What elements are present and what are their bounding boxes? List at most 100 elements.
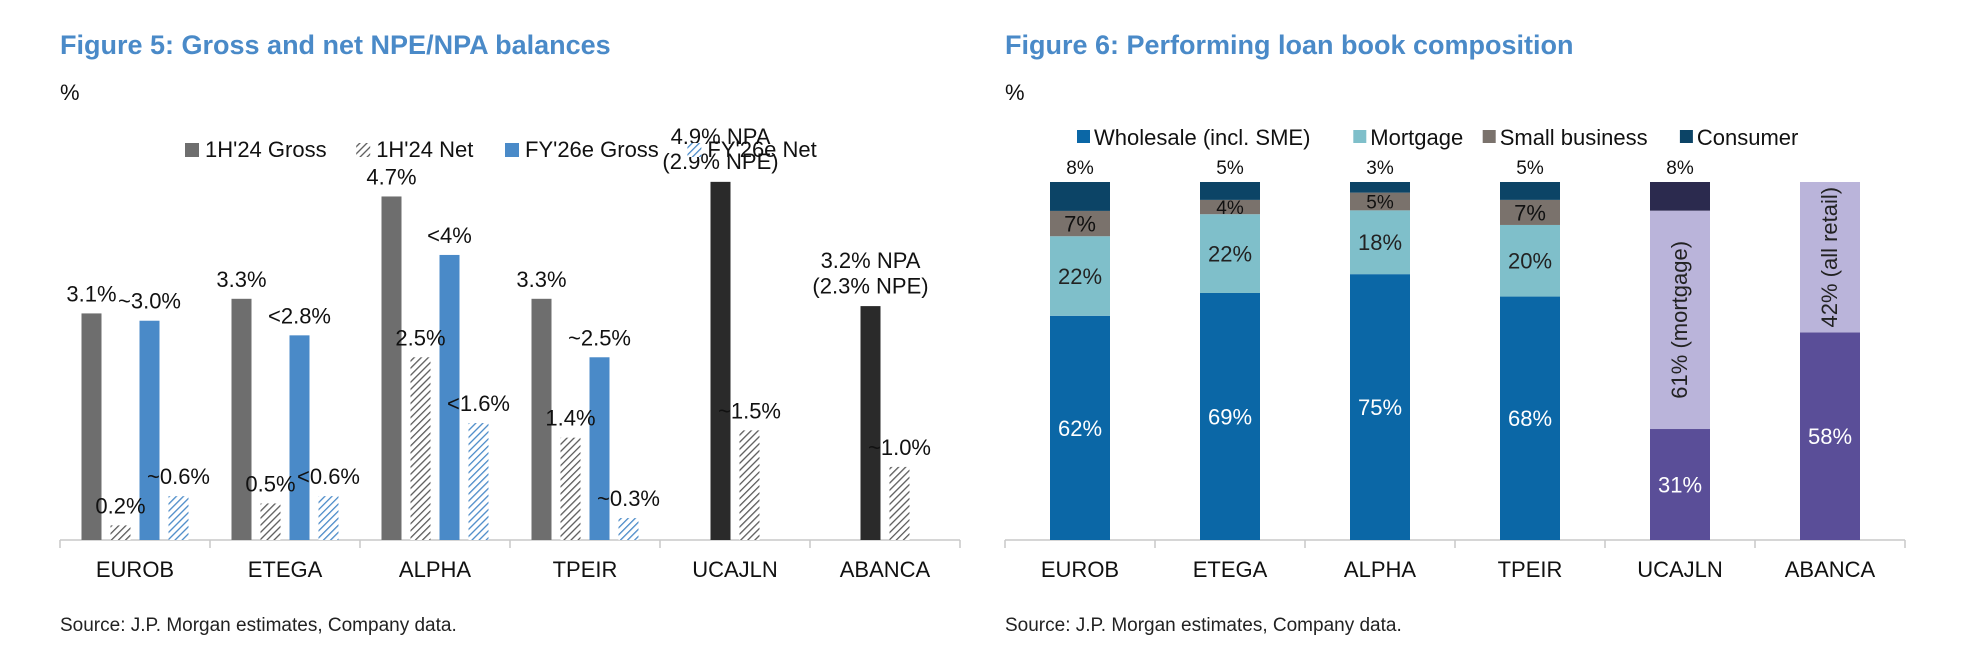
data-label-eurob-2: ~3.0%	[118, 289, 181, 314]
bar-tpeir-1h-24-gross	[531, 298, 552, 540]
figure6-title: Figure 6: Performing loan book compositi…	[1005, 30, 1574, 60]
segment-eurob-2	[1050, 210, 1110, 237]
x-tick-label-abanca: ABANCA	[840, 557, 931, 582]
segment-label-tpeir-1: 20%	[1508, 249, 1552, 274]
segment-tpeir-2	[1500, 199, 1560, 225]
segment-label-eurob-1: 22%	[1058, 264, 1102, 289]
data-label-tpeir-2: ~2.5%	[568, 325, 631, 350]
segment-label-tpeir-0: 68%	[1508, 406, 1552, 431]
data-label-tpeir-1: 1.4%	[545, 406, 595, 431]
figure5-chart: EUROB 3.1% 0.2% ~3.0% ~0.6% ETEGA 3.3% 0.5% <2.8…	[59, 124, 961, 582]
x-tick-label-tpeir: TPEIR	[553, 557, 618, 582]
segment-tpeir-1	[1500, 224, 1560, 297]
legend-label-1: 1H'24 Net	[376, 137, 473, 162]
segment-label-ucajln-0: 31%	[1658, 472, 1702, 497]
figure6-legend: Wholesale (incl. SME) Mortgage Small busin…	[1077, 125, 1798, 150]
figure6-unit: %	[1005, 80, 1025, 105]
bar-ucajln-series4	[710, 181, 731, 540]
x-tick-label-eurob: EUROB	[1041, 557, 1119, 582]
segment-label-tpeir-3: 5%	[1516, 158, 1544, 179]
segment-label-alpha-0: 75%	[1358, 395, 1402, 420]
segment-alpha-0	[1350, 274, 1410, 540]
data-label-eurob-0: 3.1%	[66, 281, 116, 306]
segment-label-ucajln-1: 61% (mortgage)	[1667, 241, 1692, 399]
legend-swatch-3	[687, 143, 702, 157]
bar-ucajln-series5	[739, 430, 760, 540]
segment-tpeir-3	[1500, 182, 1560, 200]
segment-etega-2	[1200, 199, 1260, 215]
bar-tpeir-1h-24-net	[560, 437, 581, 540]
bar-alpha-1h-24-gross	[381, 196, 402, 541]
data-label-ucajln-1: ~1.5%	[718, 398, 781, 423]
legend-swatch-2	[505, 143, 519, 157]
data-label-tpeir-0: 3.3%	[516, 267, 566, 292]
data-label-etega-0: 3.3%	[216, 267, 266, 292]
legend-label-3: FY'26e Net	[707, 137, 816, 162]
segment-abanca-0	[1800, 332, 1860, 540]
segment-alpha-2	[1350, 192, 1410, 211]
legend-label-0: Wholesale (incl. SME)	[1094, 125, 1310, 150]
segment-ucajln-1	[1650, 210, 1710, 430]
segment-label-etega-3: 5%	[1216, 158, 1244, 179]
segment-label-alpha-3: 3%	[1366, 158, 1394, 179]
x-tick-label-alpha: ALPHA	[399, 557, 471, 582]
segment-label-ucajln-2: 8%	[1666, 158, 1694, 179]
figure5-source: Source: J.P. Morgan estimates, Company d…	[60, 615, 457, 636]
segment-label-alpha-1: 18%	[1358, 230, 1402, 255]
figure5-legend: 1H'24 Gross 1H'24 Net FY'26e Gross FY'26e N…	[185, 137, 817, 162]
bar-eurob-fy-26e-gross	[139, 320, 160, 540]
data-label-alpha-1: 2.5%	[395, 325, 445, 350]
segment-ucajln-2	[1650, 182, 1710, 211]
segment-etega-0	[1200, 292, 1260, 540]
figure5-title: Figure 5: Gross and net NPE/NPA balances	[60, 30, 611, 60]
segment-alpha-1	[1350, 210, 1410, 275]
bar-alpha-fy-26e-gross	[439, 254, 460, 541]
data-label-ucajln-0: 4.9% NPA (2.9% NPE)	[662, 124, 778, 174]
segment-etega-3	[1200, 182, 1260, 200]
bar-etega-1h-24-gross	[231, 298, 252, 540]
legend-swatch-3	[1679, 130, 1693, 143]
bar-tpeir-fy-26e-net	[618, 518, 639, 540]
data-label-etega-3: <0.6%	[297, 464, 360, 489]
segment-label-etega-1: 22%	[1208, 242, 1252, 267]
segment-eurob-1	[1050, 236, 1110, 316]
segment-alpha-3	[1350, 182, 1410, 193]
bar-eurob-1h-24-net	[110, 525, 131, 540]
legend-label-0: 1H'24 Gross	[205, 137, 327, 162]
bar-eurob-1h-24-gross	[81, 313, 102, 540]
data-label-tpeir-3: ~0.3%	[597, 486, 660, 511]
data-label-alpha-3: <1.6%	[447, 391, 510, 416]
bar-eurob-fy-26e-net	[168, 496, 189, 540]
data-label-abanca-1: ~1.0%	[868, 435, 931, 460]
legend-swatch-1	[356, 143, 371, 157]
legend-swatch-0	[1077, 130, 1090, 143]
legend-label-2: Small business	[1500, 125, 1648, 150]
data-label-eurob-3: ~0.6%	[147, 464, 210, 489]
segment-label-abanca-0: 58%	[1808, 424, 1852, 449]
segment-eurob-3	[1050, 182, 1110, 211]
data-label-alpha-2: <4%	[427, 223, 472, 248]
segment-label-etega-0: 69%	[1208, 404, 1252, 429]
x-tick-label-etega: ETEGA	[1193, 557, 1268, 582]
bar-tpeir-fy-26e-gross	[589, 357, 610, 540]
segment-label-eurob-0: 62%	[1058, 416, 1102, 441]
data-label-alpha-0: 4.7%	[366, 164, 416, 189]
x-tick-label-etega: ETEGA	[248, 557, 323, 582]
x-tick-label-tpeir: TPEIR	[1498, 557, 1563, 582]
segment-tpeir-0	[1500, 296, 1560, 540]
data-label-etega-1: 0.5%	[245, 471, 295, 496]
data-label-abanca-0: 3.2% NPA (2.3% NPE)	[812, 248, 928, 298]
legend-swatch-2	[1482, 130, 1496, 143]
bar-etega-1h-24-net	[260, 503, 281, 540]
segment-label-etega-2: 4%	[1216, 198, 1244, 219]
figure5-unit: %	[60, 80, 80, 105]
data-label-etega-2: <2.8%	[268, 303, 331, 328]
data-label-eurob-1: 0.2%	[95, 493, 145, 518]
bar-abanca-series5	[889, 466, 910, 540]
segment-label-abanca-1: 42% (all retail)	[1817, 187, 1842, 328]
bar-alpha-fy-26e-net	[468, 423, 489, 540]
legend-swatch-1	[1353, 130, 1367, 143]
legend-swatch-0	[185, 143, 199, 157]
x-tick-label-ucajln: UCAJLN	[1637, 557, 1723, 582]
